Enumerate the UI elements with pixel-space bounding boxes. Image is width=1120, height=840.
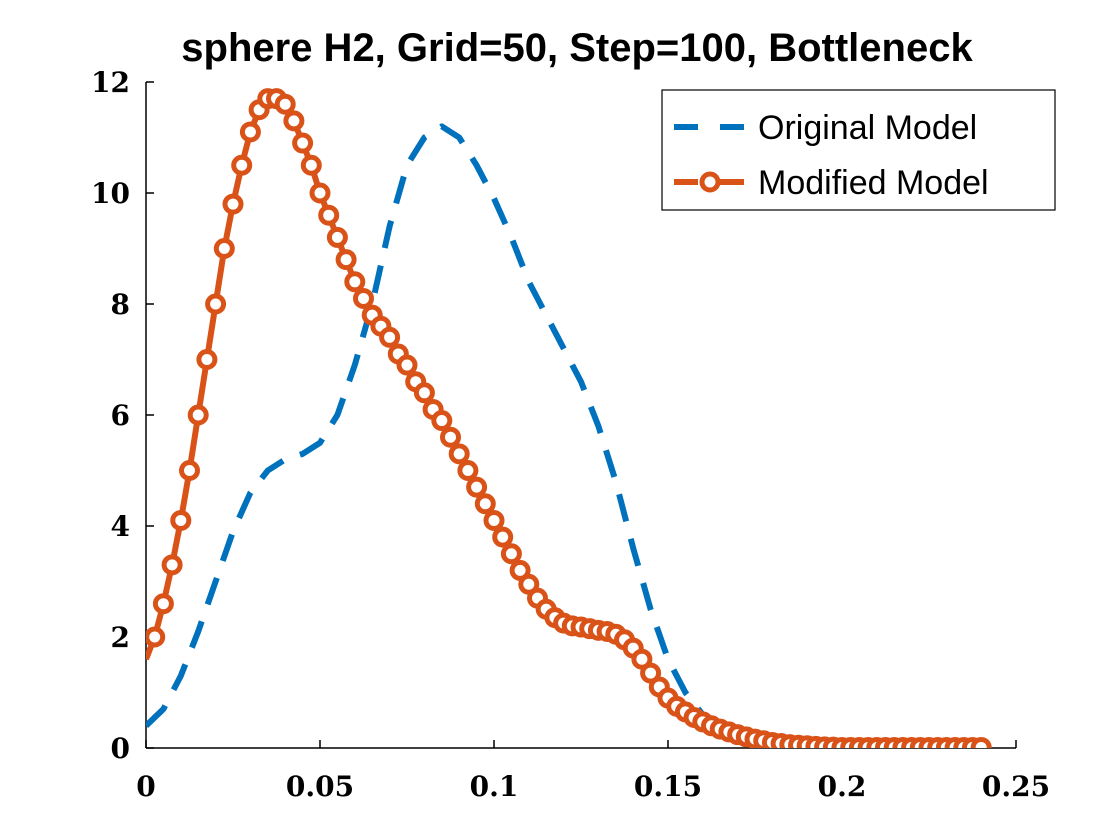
x-tick-label: 0.15	[634, 770, 702, 803]
data-point-modified-model	[413, 382, 435, 404]
data-point-modified-model	[457, 460, 479, 481]
data-point-modified-model	[309, 182, 331, 204]
legend-entry-label: Original Model	[758, 109, 977, 147]
data-point-modified-model	[318, 204, 340, 226]
y-tick-label: 4	[111, 510, 130, 543]
data-point-modified-model	[326, 226, 348, 248]
data-point-modified-model	[274, 93, 296, 115]
data-point-modified-model	[396, 354, 418, 376]
data-point-modified-model	[344, 271, 366, 293]
x-tick-label: 0.25	[982, 770, 1050, 803]
data-point-modified-model	[379, 326, 401, 348]
data-point-modified-model	[292, 132, 314, 154]
chart-title: sphere H2, Grid=50, Step=100, Bottleneck	[181, 26, 973, 70]
axes: 0 0.05 0.1 0.15 0.2 0.25 0 2 4 6 8 10 12	[91, 66, 1050, 803]
data-point-modified-model	[335, 249, 357, 271]
data-point-modified-model	[179, 460, 200, 481]
x-tick-label: 0.1	[470, 770, 519, 803]
y-tick-label: 0	[111, 732, 130, 765]
data-point-modified-model	[187, 404, 209, 426]
data-point-modified-model	[239, 121, 261, 143]
data-point-modified-model	[353, 287, 374, 309]
data-point-modified-model	[492, 526, 514, 548]
legend-box	[661, 89, 1056, 211]
x-tick-label: 0.05	[286, 770, 354, 803]
series-line-original-model	[146, 123, 982, 748]
x-tick-label: 0	[136, 770, 155, 803]
data-point-modified-model	[970, 736, 992, 748]
x-tick-label: 0.2	[818, 770, 867, 803]
plot-area	[146, 88, 992, 748]
data-point-modified-model	[222, 193, 244, 215]
data-point-modified-model	[196, 349, 218, 370]
data-point-modified-model	[440, 426, 461, 448]
data-point-modified-model	[283, 110, 305, 132]
y-tick-label: 8	[111, 288, 130, 321]
data-point-modified-model	[161, 554, 183, 576]
data-point-modified-model	[152, 593, 174, 615]
data-point-modified-model	[170, 509, 192, 531]
y-tick-label: 10	[91, 177, 130, 210]
data-point-modified-model	[474, 493, 496, 515]
y-tick-label: 12	[91, 66, 130, 99]
data-point-modified-model	[213, 238, 235, 259]
data-point-modified-model	[431, 410, 453, 432]
data-point-modified-model	[146, 626, 166, 648]
y-tick-label: 2	[111, 621, 130, 654]
data-point-modified-model	[500, 543, 522, 565]
y-tick-label: 6	[111, 399, 130, 432]
data-point-modified-model	[231, 154, 253, 176]
data-point-modified-model	[448, 443, 470, 465]
legend: Original Model Modified Model	[661, 89, 1056, 211]
legend-marker-modified-model	[699, 171, 721, 193]
legend-entry-label: Modified Model	[758, 164, 989, 202]
data-point-modified-model	[205, 293, 227, 315]
data-point-modified-model	[300, 154, 322, 176]
data-point-modified-model	[466, 476, 488, 498]
data-point-modified-model	[483, 509, 505, 531]
